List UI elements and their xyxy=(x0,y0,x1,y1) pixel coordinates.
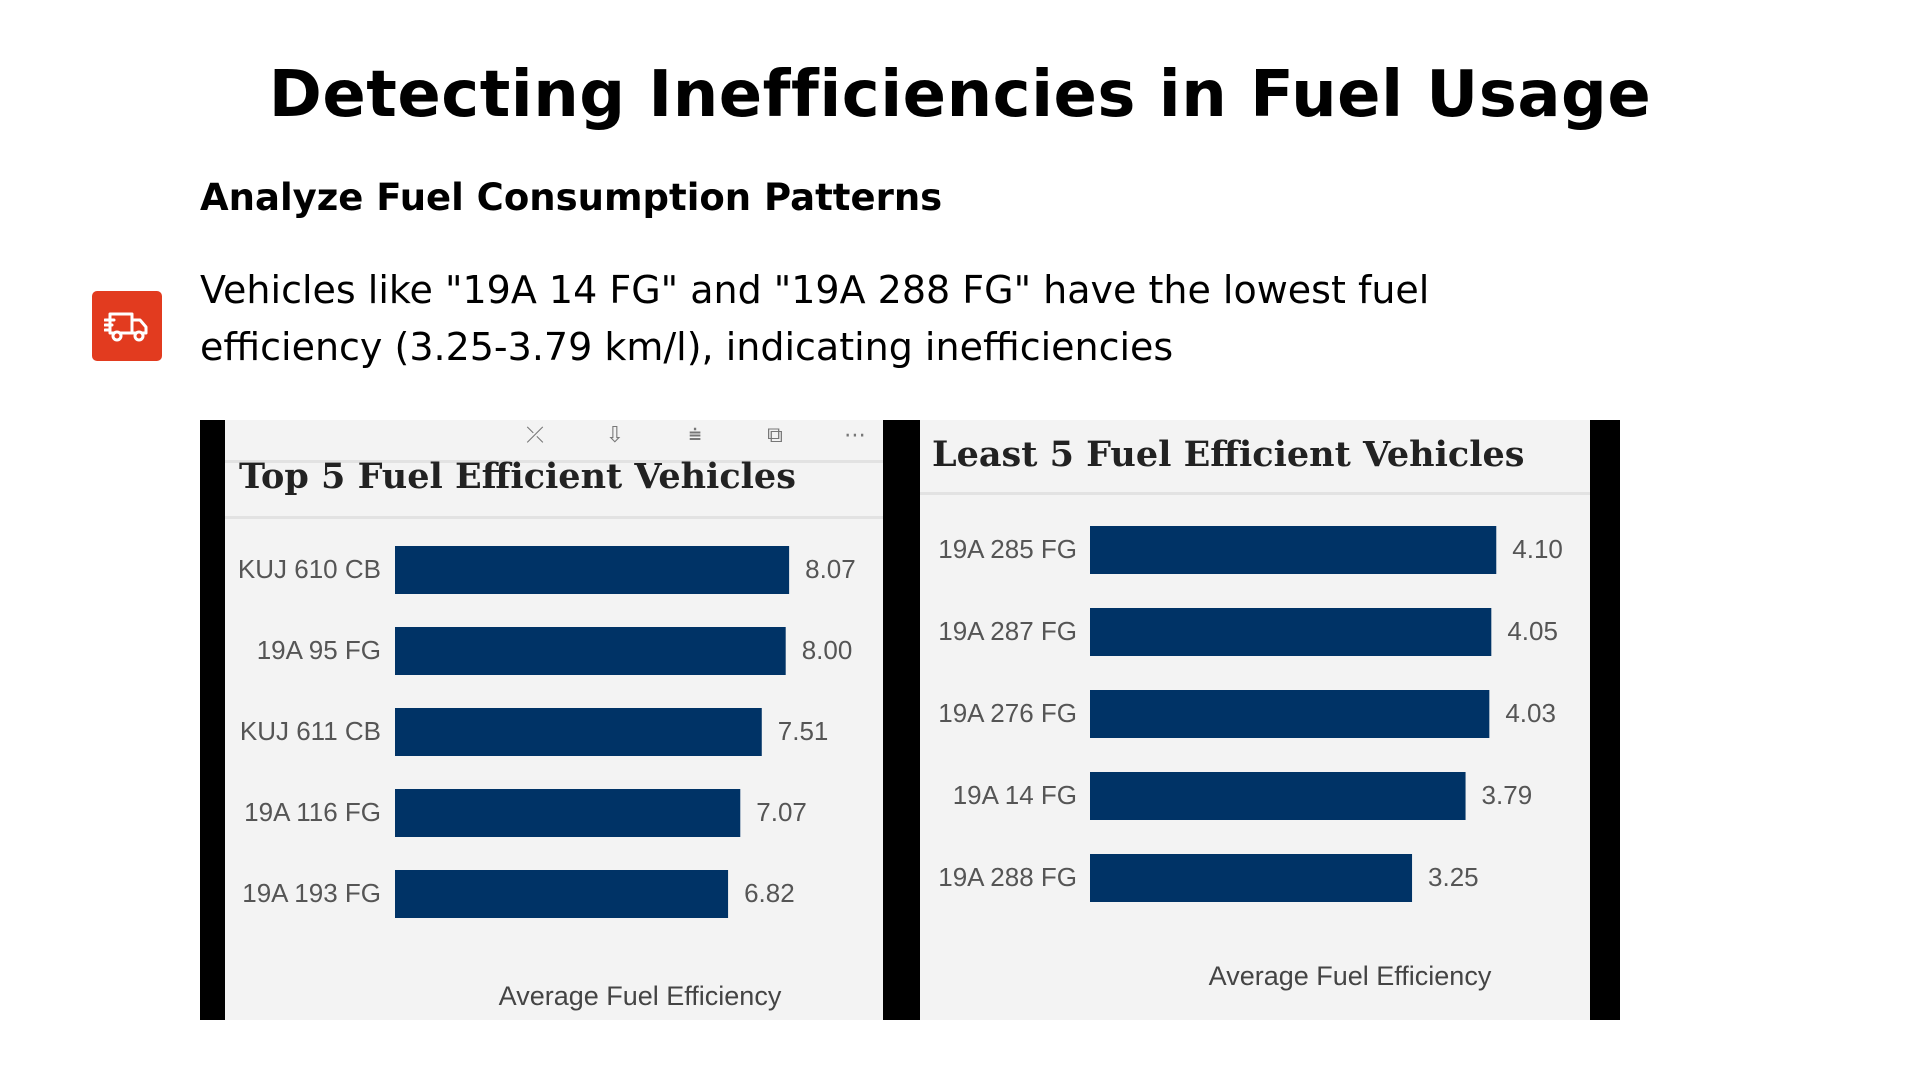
section-heading: Analyze Fuel Consumption Patterns xyxy=(200,176,943,219)
truck-icon xyxy=(92,291,162,361)
top-chart-title: Top 5 Fuel Efficient Vehicles xyxy=(239,456,796,497)
filter-icon[interactable]: ⩧ xyxy=(688,422,702,448)
category-label: 19A 14 FG xyxy=(953,780,1077,810)
top-five-bar-chart: KUJ 610 CB 8.07 19A 95 FG 8.00 KUJ 611 CB 7.5… xyxy=(238,546,856,1011)
data-label: 4.10 xyxy=(1512,534,1563,564)
category-label: 19A 288 FG xyxy=(938,862,1077,892)
x-axis-label: Average Fuel Efficiency xyxy=(1209,961,1492,991)
data-label: 7.51 xyxy=(778,716,829,746)
bar[interactable] xyxy=(1090,608,1492,656)
slide-title: Detecting Inefficiencies in Fuel Usage xyxy=(268,58,1652,132)
focus-mode-icon[interactable]: ⧉ xyxy=(767,422,783,448)
data-label: 8.00 xyxy=(802,635,853,665)
data-label: 4.05 xyxy=(1507,616,1558,646)
bar[interactable] xyxy=(395,870,729,918)
drill-icon[interactable]: ⤫ xyxy=(526,422,544,448)
bar[interactable] xyxy=(395,546,790,594)
category-label: 19A 95 FG xyxy=(257,635,381,665)
title-divider xyxy=(225,516,883,519)
data-label: 6.82 xyxy=(744,878,795,908)
top-five-chart-panel: ⤫ ⇩ ⩧ ⧉ ⋯ Top 5 Fuel Efficient Vehicles … xyxy=(200,420,894,1020)
bar[interactable] xyxy=(1090,854,1413,902)
data-label: 7.07 xyxy=(756,797,807,827)
x-axis-label: Average Fuel Efficiency xyxy=(499,981,782,1011)
category-label: 19A 276 FG xyxy=(938,698,1077,728)
title-divider xyxy=(920,492,1590,495)
more-options-icon[interactable]: ⋯ xyxy=(844,422,866,448)
least-chart-title: Least 5 Fuel Efficient Vehicles xyxy=(932,434,1525,475)
data-label: 8.07 xyxy=(805,554,856,584)
bar[interactable] xyxy=(1090,772,1466,820)
visual-toolbar: ⤫ ⇩ ⩧ ⧉ ⋯ xyxy=(495,420,883,450)
category-label: KUJ 611 CB xyxy=(240,716,381,746)
bar[interactable] xyxy=(1090,690,1490,738)
data-label: 3.25 xyxy=(1428,862,1479,892)
category-label: 19A 285 FG xyxy=(938,534,1077,564)
data-label: 4.03 xyxy=(1505,698,1556,728)
least-five-chart-panel: Least 5 Fuel Efficient Vehicles 19A 285 … xyxy=(894,420,1620,1020)
category-label: 19A 193 FG xyxy=(242,878,381,908)
least-five-bar-chart: 19A 285 FG 4.10 19A 287 FG 4.05 19A 276 FG 4.… xyxy=(938,526,1563,991)
drill-down-icon[interactable]: ⇩ xyxy=(605,422,625,448)
bar[interactable] xyxy=(395,789,741,837)
body-text: Vehicles like "19A 14 FG" and "19A 288 F… xyxy=(200,268,1430,369)
toolbar-divider xyxy=(225,460,883,463)
category-label: 19A 116 FG xyxy=(244,797,381,827)
bar[interactable] xyxy=(1090,526,1497,574)
bar[interactable] xyxy=(395,708,762,756)
category-label: KUJ 610 CB xyxy=(238,554,381,584)
category-label: 19A 287 FG xyxy=(938,616,1077,646)
bar[interactable] xyxy=(395,627,786,675)
data-label: 3.79 xyxy=(1482,780,1533,810)
